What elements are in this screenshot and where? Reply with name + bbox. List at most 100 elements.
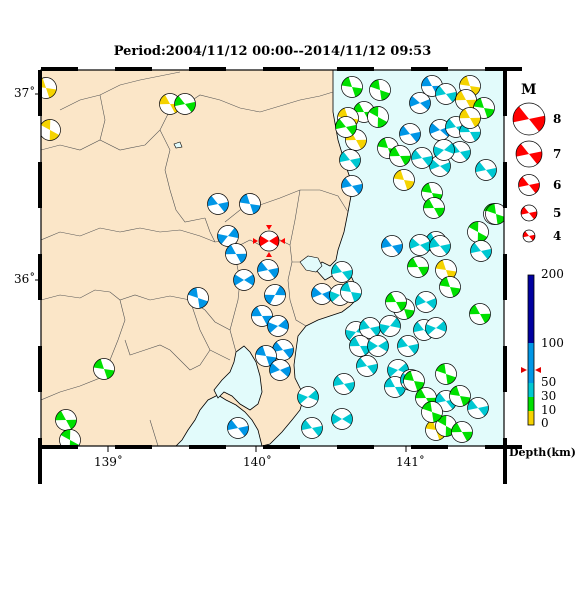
main-event-marker: [253, 225, 285, 257]
focal-mechanism-8: [225, 243, 247, 265]
focal-mechanism-52: [429, 235, 451, 257]
focal-mechanism-68: [369, 79, 391, 101]
focal-mechanism-56: [403, 370, 425, 392]
focal-mechanism-81: [455, 89, 477, 111]
focal-mechanism-51: [409, 234, 431, 256]
focal-mechanism-21: [59, 429, 81, 446]
focal-mechanism-76: [399, 123, 421, 145]
depth-band-10-30: [528, 397, 534, 411]
focal-mechanism-94: [459, 107, 481, 129]
focal-mechanism-31: [359, 317, 381, 339]
main-event-beachball: [258, 230, 280, 252]
focal-mechanism-10: [257, 259, 279, 281]
depth-pointer-left: [521, 367, 527, 373]
focal-mechanism-38: [397, 335, 419, 357]
focal-mechanism-88: [475, 159, 497, 181]
lat-label-37: 37˚: [14, 86, 36, 100]
focal-mechanism-45: [407, 256, 429, 278]
focal-mechanism-13: [267, 315, 289, 337]
focal-mechanism-34: [356, 355, 378, 377]
focal-mechanism-65: [421, 401, 443, 423]
depth-band-30-50: [528, 383, 534, 397]
mag-label-8: 8: [553, 112, 562, 126]
depth-tick-10: 10: [541, 403, 557, 417]
depth-pointer-right: [535, 367, 541, 373]
focal-mechanism-44: [415, 291, 437, 313]
lat-label-36: 36˚: [14, 272, 36, 286]
focal-mechanism-73: [339, 149, 361, 171]
focal-mechanism-24: [331, 408, 353, 430]
depth-tick-0: 0: [541, 416, 549, 430]
focal-mechanism-33: [367, 335, 389, 357]
focal-mechanism-50: [381, 235, 403, 257]
lon-label-139: 139˚: [94, 455, 123, 469]
depth-tick-200: 200: [541, 267, 564, 281]
depth-band-50-100: [528, 343, 534, 383]
period-title: Period:2004/11/12 00:00--2014/11/12 09:5…: [113, 44, 432, 59]
focal-mechanism-4: [41, 119, 61, 141]
mag-legend-ball-6: [518, 174, 540, 196]
magnitude-legend: [512, 102, 546, 243]
focal-mechanism-36: [384, 376, 406, 398]
mag-legend-ball-4: [522, 229, 536, 243]
magnitude-legend-title: M: [521, 82, 537, 98]
focal-mechanism-32: [349, 335, 371, 357]
depth-unit-label: Depth(km): [509, 446, 576, 459]
focal-mechanism-39: [379, 315, 401, 337]
bay: [213, 345, 263, 411]
focal-mechanism-9: [233, 269, 255, 291]
focal-mechanism-25: [333, 373, 355, 395]
lake: [299, 255, 323, 273]
focal-mechanism-53: [467, 221, 489, 243]
depth-band-0-10: [528, 411, 534, 425]
focal-mechanism-29: [340, 281, 362, 303]
focal-mechanism-71: [367, 106, 389, 128]
focal-mechanism-60: [449, 385, 471, 407]
focal-mechanism-19: [93, 358, 115, 380]
focal-mechanism-92: [341, 175, 363, 197]
focal-mechanism-91: [423, 197, 445, 219]
focal-mechanism-41: [385, 291, 407, 313]
focal-mechanism-89: [393, 169, 415, 191]
focal-mechanism-43: [425, 317, 447, 339]
focal-mechanism-14: [272, 339, 294, 361]
focal-mechanism-61: [467, 397, 489, 419]
focal-mechanism-66: [341, 76, 363, 98]
mag-legend-ball-7: [515, 140, 543, 168]
depth-tick-50: 50: [541, 375, 557, 389]
focal-mechanism-57: [435, 363, 457, 385]
focal-mechanism-12: [251, 305, 273, 327]
mag-legend-ball-5: [520, 204, 538, 222]
mag-legend-ball-8: [512, 102, 546, 136]
map-area: [41, 70, 504, 446]
focal-mechanism-75: [389, 145, 411, 167]
focal-mechanism-23: [301, 417, 323, 439]
focal-mechanism-15: [255, 345, 277, 367]
focal-mechanism-96: [433, 139, 455, 161]
focal-mechanism-55: [470, 240, 492, 262]
depth-tick-30: 30: [541, 389, 557, 403]
focal-mechanism-77: [409, 92, 431, 114]
focal-mechanism-49: [469, 303, 491, 325]
focal-mechanism-11: [264, 284, 286, 306]
depth-tick-100: 100: [541, 336, 564, 350]
lon-label-141: 141˚: [396, 455, 425, 469]
focal-mechanism-72: [335, 116, 357, 138]
focal-mechanism-1: [41, 77, 57, 99]
focal-mechanism-20: [55, 409, 77, 431]
focal-mechanism-79: [435, 83, 457, 105]
focal-mechanism-6: [239, 193, 261, 215]
focal-mechanism-26: [311, 283, 333, 305]
mag-label-7: 7: [553, 147, 562, 161]
frame-ticks: [35, 67, 522, 484]
focal-mechanism-16: [269, 359, 291, 381]
focal-mechanism-48: [439, 276, 461, 298]
focal-mechanism-5: [207, 193, 229, 215]
focal-mechanism-3: [174, 93, 196, 115]
lake-small: [173, 141, 183, 149]
focal-mechanism-18: [227, 417, 249, 439]
focal-mechanism-22: [297, 386, 319, 408]
depth-band-deep: [528, 275, 534, 343]
focal-mechanisms: [41, 75, 504, 446]
focal-mechanism-95: [411, 147, 433, 169]
